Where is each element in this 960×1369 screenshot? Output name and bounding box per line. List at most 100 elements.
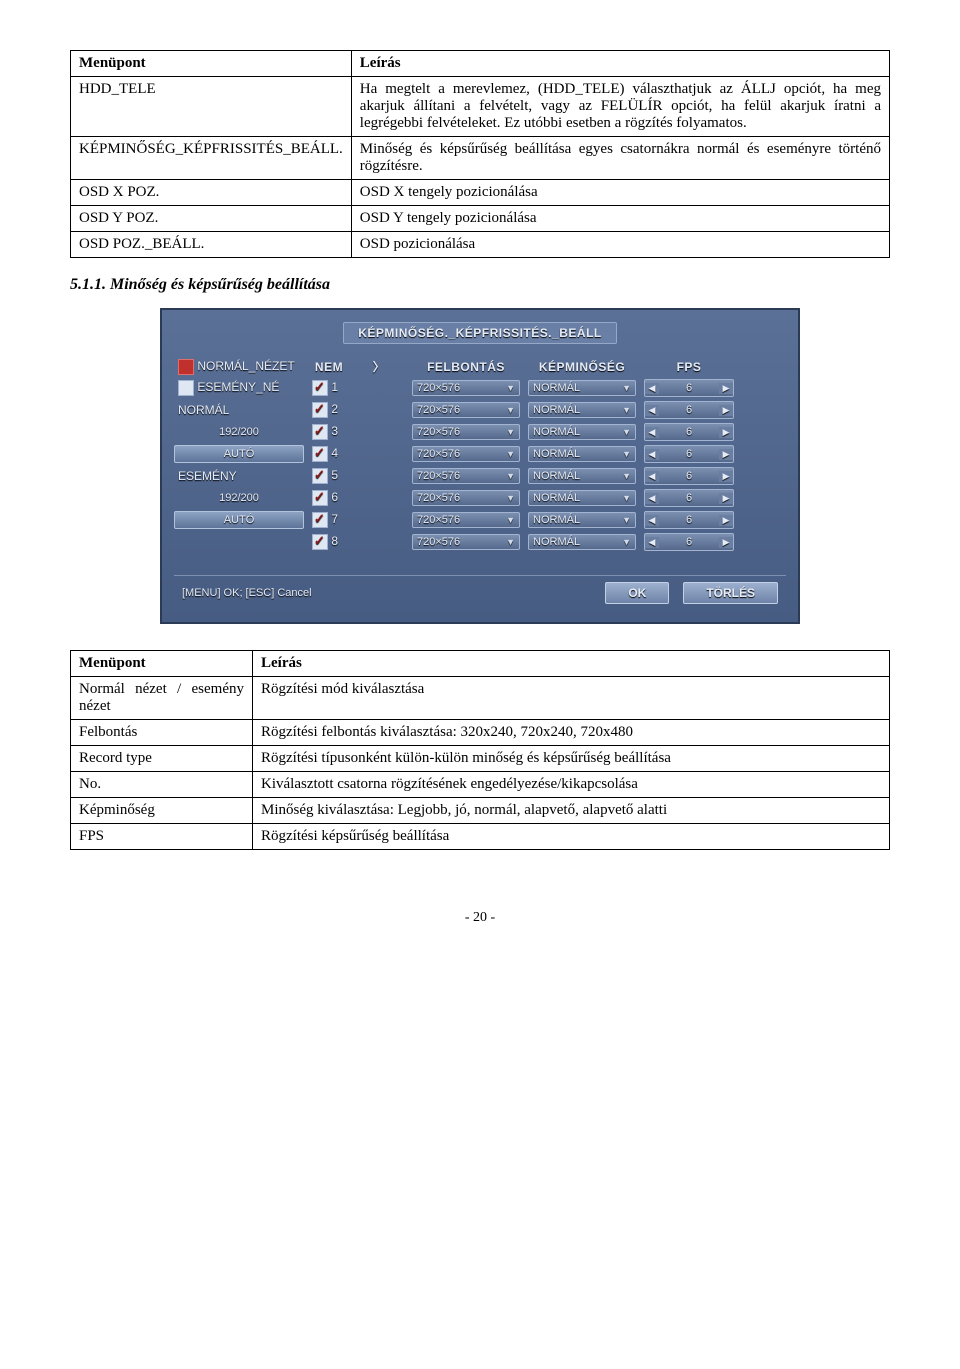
ch-6-res[interactable]: 720×576▼ [412, 490, 520, 506]
spinner[interactable]: ◀6▶ [644, 467, 734, 485]
dropdown[interactable]: NORMÁL▼ [528, 446, 636, 462]
t2-r4-c1: Minőség kiválasztása: Legjobb, jó, normá… [253, 798, 890, 824]
table1-r0-c1: Ha megtelt a merevlemez, (HDD_TELE) vála… [351, 77, 889, 137]
table1-r4-c0: OSD POZ._BEÁLL. [71, 232, 352, 258]
ch-7-enable[interactable]: 7 [312, 512, 346, 528]
dropdown[interactable]: 720×576▼ [412, 534, 520, 550]
page-number: - 20 - [70, 910, 890, 926]
table1-r0-c0: HDD_TELE [71, 77, 352, 137]
table1-r1-c0: KÉPMINŐSÉG_KÉPFRISSITÉS_BEÁLL. [71, 137, 352, 180]
ch-3-fps[interactable]: ◀6▶ [644, 423, 734, 441]
ch-8-fps[interactable]: ◀6▶ [644, 533, 734, 551]
dropdown[interactable]: 720×576▼ [412, 380, 520, 396]
dropdown[interactable]: NORMÁL▼ [528, 512, 636, 528]
dropdown[interactable]: 720×576▼ [412, 402, 520, 418]
dropdown[interactable]: NORMÁL▼ [528, 534, 636, 550]
dropdown[interactable]: 720×576▼ [412, 512, 520, 528]
ch-2-fps[interactable]: ◀6▶ [644, 401, 734, 419]
t2-r5-c0: FPS [71, 824, 253, 850]
dropdown[interactable]: NORMÁL▼ [528, 490, 636, 506]
ch-8-enable[interactable]: 8 [312, 534, 346, 550]
hdr-res: FELBONTÁS [412, 360, 520, 374]
ch-5-enable[interactable]: 5 [312, 468, 346, 484]
hdr-nem: NEM [312, 360, 346, 374]
ch-8-q[interactable]: NORMÁL▼ [528, 534, 636, 550]
ch-4-res[interactable]: 720×576▼ [412, 446, 520, 462]
t2-r2-c0: Record type [71, 746, 253, 772]
ch-3-q[interactable]: NORMÁL▼ [528, 424, 636, 440]
table2-header-0: Menüpont [71, 651, 253, 677]
ch-6-q[interactable]: NORMÁL▼ [528, 490, 636, 506]
panel-title: KÉPMINŐSÉG._KÉPFRISSITÉS._BEÁLL [343, 322, 617, 344]
t2-r3-c1: Kiválasztott csatorna rögzítésének enged… [253, 772, 890, 798]
dropdown[interactable]: 720×576▼ [412, 446, 520, 462]
spinner[interactable]: ◀6▶ [644, 423, 734, 441]
table1-header-1: Leírás [351, 51, 889, 77]
ch-1-fps[interactable]: ◀6▶ [644, 379, 734, 397]
ch-4-q[interactable]: NORMÁL▼ [528, 446, 636, 462]
ch-1-res[interactable]: 720×576▼ [412, 380, 520, 396]
ch-5-q[interactable]: NORMÁL▼ [528, 468, 636, 484]
side-1: NORMÁL [174, 403, 304, 417]
ch-3-res[interactable]: 720×576▼ [412, 424, 520, 440]
ch-5-fps[interactable]: ◀6▶ [644, 467, 734, 485]
settings-screenshot: KÉPMINŐSÉG._KÉPFRISSITÉS._BEÁLL NORMÁL_N… [160, 308, 800, 624]
t2-r2-c1: Rögzítési típusonként külön-külön minősé… [253, 746, 890, 772]
table1-r4-c1: OSD pozicionálása [351, 232, 889, 258]
side-6[interactable]: AUTÓ [174, 511, 304, 529]
ch-7-q[interactable]: NORMÁL▼ [528, 512, 636, 528]
table2-header-1: Leírás [253, 651, 890, 677]
table1-r3-c1: OSD Y tengely pozicionálása [351, 206, 889, 232]
ch-5-res[interactable]: 720×576▼ [412, 468, 520, 484]
ch-3-enable[interactable]: 3 [312, 424, 346, 440]
spinner[interactable]: ◀6▶ [644, 511, 734, 529]
ch-1-q[interactable]: NORMÁL▼ [528, 380, 636, 396]
ch-6-enable[interactable]: 6 [312, 490, 346, 506]
side-5: 192/200 [174, 492, 304, 504]
event-view-checkbox[interactable]: ESEMÉNY_NÉ [174, 380, 304, 396]
ok-button[interactable]: OK [605, 582, 669, 604]
dropdown[interactable]: NORMÁL▼ [528, 402, 636, 418]
spinner[interactable]: ◀6▶ [644, 489, 734, 507]
ch-1-enable[interactable]: 1 [312, 380, 346, 396]
side-4: ESEMÉNY [174, 469, 304, 483]
ch-4-fps[interactable]: ◀6▶ [644, 445, 734, 463]
ch-2-res[interactable]: 720×576▼ [412, 402, 520, 418]
table1-header-0: Menüpont [71, 51, 352, 77]
spinner[interactable]: ◀6▶ [644, 445, 734, 463]
side-3[interactable]: AUTÓ [174, 445, 304, 463]
dropdown[interactable]: NORMÁL▼ [528, 468, 636, 484]
hdr-arrow: 〉 [354, 358, 404, 375]
ch-7-fps[interactable]: ◀6▶ [644, 511, 734, 529]
dropdown[interactable]: 720×576▼ [412, 468, 520, 484]
side-2: 192/200 [174, 426, 304, 438]
table-2: Menüpont Leírás Normál nézet / esemény n… [70, 650, 890, 850]
spinner[interactable]: ◀6▶ [644, 379, 734, 397]
spinner[interactable]: ◀6▶ [644, 401, 734, 419]
ch-2-q[interactable]: NORMÁL▼ [528, 402, 636, 418]
table1-r3-c0: OSD Y POZ. [71, 206, 352, 232]
dropdown[interactable]: NORMÁL▼ [528, 424, 636, 440]
t2-r0-c1: Rögzítési mód kiválasztása [253, 677, 890, 720]
hdr-q: KÉPMINŐSÉG [528, 360, 636, 374]
hdr-fps: FPS [644, 360, 734, 374]
ch-6-fps[interactable]: ◀6▶ [644, 489, 734, 507]
ch-2-enable[interactable]: 2 [312, 402, 346, 418]
t2-r1-c0: Felbontás [71, 720, 253, 746]
t2-r3-c0: No. [71, 772, 253, 798]
table1-r2-c0: OSD X POZ. [71, 180, 352, 206]
table1-r2-c1: OSD X tengely pozicionálása [351, 180, 889, 206]
t2-r4-c0: Képminőség [71, 798, 253, 824]
ch-8-res[interactable]: 720×576▼ [412, 534, 520, 550]
dropdown[interactable]: 720×576▼ [412, 490, 520, 506]
dropdown[interactable]: 720×576▼ [412, 424, 520, 440]
spinner[interactable]: ◀6▶ [644, 533, 734, 551]
ch-4-enable[interactable]: 4 [312, 446, 346, 462]
footer-hint: [MENU] OK; [ESC] Cancel [182, 587, 312, 599]
dropdown[interactable]: NORMÁL▼ [528, 380, 636, 396]
normal-view-checkbox[interactable]: NORMÁL_NÉZET [174, 359, 304, 375]
cancel-button[interactable]: TÖRLÉS [683, 582, 778, 604]
ch-7-res[interactable]: 720×576▼ [412, 512, 520, 528]
table-1: Menüpont Leírás HDD_TELE Ha megtelt a me… [70, 50, 890, 258]
t2-r5-c1: Rögzítési képsűrűség beállítása [253, 824, 890, 850]
